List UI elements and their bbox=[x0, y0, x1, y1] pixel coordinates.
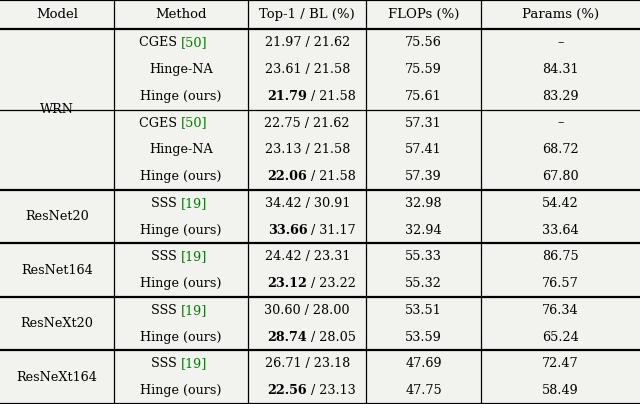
Text: 76.57: 76.57 bbox=[542, 277, 579, 290]
Text: Hinge (ours): Hinge (ours) bbox=[140, 224, 222, 237]
Text: / 23.22: / 23.22 bbox=[307, 277, 356, 290]
Text: 22.06: 22.06 bbox=[268, 170, 307, 183]
Text: –: – bbox=[557, 117, 564, 130]
Text: ResNet164: ResNet164 bbox=[21, 264, 93, 277]
Text: 65.24: 65.24 bbox=[542, 330, 579, 344]
Text: [19]: [19] bbox=[181, 250, 207, 263]
Text: Method: Method bbox=[156, 8, 207, 21]
Text: 26.71 / 23.18: 26.71 / 23.18 bbox=[264, 358, 350, 370]
Text: [19]: [19] bbox=[181, 304, 207, 317]
Text: 22.56: 22.56 bbox=[268, 384, 307, 397]
Text: [50]: [50] bbox=[181, 36, 208, 49]
Text: 30.60 / 28.00: 30.60 / 28.00 bbox=[264, 304, 350, 317]
Text: 75.56: 75.56 bbox=[405, 36, 442, 49]
Text: 57.31: 57.31 bbox=[405, 117, 442, 130]
Text: SSS: SSS bbox=[152, 250, 181, 263]
Text: Model: Model bbox=[36, 8, 78, 21]
Text: SSS: SSS bbox=[152, 358, 181, 370]
Text: 47.69: 47.69 bbox=[405, 358, 442, 370]
Text: SSS: SSS bbox=[152, 304, 181, 317]
Text: 54.42: 54.42 bbox=[542, 197, 579, 210]
Text: ResNeXt20: ResNeXt20 bbox=[20, 317, 93, 330]
Text: 84.31: 84.31 bbox=[542, 63, 579, 76]
Text: CGES: CGES bbox=[139, 117, 181, 130]
Text: / 23.13: / 23.13 bbox=[307, 384, 356, 397]
Text: Hinge (ours): Hinge (ours) bbox=[140, 330, 222, 344]
Text: SSS: SSS bbox=[152, 197, 181, 210]
Text: 58.49: 58.49 bbox=[542, 384, 579, 397]
Text: / 21.58: / 21.58 bbox=[307, 90, 356, 103]
Text: 34.42 / 30.91: 34.42 / 30.91 bbox=[264, 197, 350, 210]
Text: 86.75: 86.75 bbox=[542, 250, 579, 263]
Text: / 28.05: / 28.05 bbox=[307, 330, 356, 344]
Text: 83.29: 83.29 bbox=[542, 90, 579, 103]
Text: 24.42 / 23.31: 24.42 / 23.31 bbox=[264, 250, 350, 263]
Text: 57.39: 57.39 bbox=[405, 170, 442, 183]
Text: Hinge-NA: Hinge-NA bbox=[149, 143, 213, 156]
Text: 33.64: 33.64 bbox=[542, 224, 579, 237]
Text: 55.32: 55.32 bbox=[405, 277, 442, 290]
Text: 68.72: 68.72 bbox=[542, 143, 579, 156]
Text: Hinge-NA: Hinge-NA bbox=[149, 63, 213, 76]
Text: / 21.58: / 21.58 bbox=[307, 170, 356, 183]
Text: Hinge (ours): Hinge (ours) bbox=[140, 384, 222, 397]
Text: Top-1 / BL (%): Top-1 / BL (%) bbox=[259, 8, 355, 21]
Text: [19]: [19] bbox=[181, 358, 207, 370]
Text: 32.94: 32.94 bbox=[405, 224, 442, 237]
Text: 23.12: 23.12 bbox=[268, 277, 307, 290]
Text: FLOPs (%): FLOPs (%) bbox=[388, 8, 460, 21]
Text: [50]: [50] bbox=[181, 117, 208, 130]
Text: 21.79: 21.79 bbox=[268, 90, 307, 103]
Text: 76.34: 76.34 bbox=[542, 304, 579, 317]
Text: 23.13 / 21.58: 23.13 / 21.58 bbox=[264, 143, 350, 156]
Text: / 31.17: / 31.17 bbox=[307, 224, 356, 237]
Text: 23.61 / 21.58: 23.61 / 21.58 bbox=[264, 63, 350, 76]
Text: Hinge (ours): Hinge (ours) bbox=[140, 277, 222, 290]
Text: 53.59: 53.59 bbox=[405, 330, 442, 344]
Text: 57.41: 57.41 bbox=[405, 143, 442, 156]
Text: Hinge (ours): Hinge (ours) bbox=[140, 90, 222, 103]
Text: 53.51: 53.51 bbox=[405, 304, 442, 317]
Text: CGES: CGES bbox=[139, 36, 181, 49]
Text: 21.97 / 21.62: 21.97 / 21.62 bbox=[264, 36, 350, 49]
Text: ResNeXt164: ResNeXt164 bbox=[17, 371, 97, 384]
Text: 75.59: 75.59 bbox=[405, 63, 442, 76]
Text: [19]: [19] bbox=[181, 197, 207, 210]
Text: 55.33: 55.33 bbox=[405, 250, 442, 263]
Text: –: – bbox=[557, 36, 564, 49]
Text: 22.75 / 21.62: 22.75 / 21.62 bbox=[264, 117, 350, 130]
Text: 67.80: 67.80 bbox=[542, 170, 579, 183]
Text: 32.98: 32.98 bbox=[405, 197, 442, 210]
Text: ResNet20: ResNet20 bbox=[25, 210, 89, 223]
Text: 47.75: 47.75 bbox=[405, 384, 442, 397]
Text: Hinge (ours): Hinge (ours) bbox=[140, 170, 222, 183]
Text: 75.61: 75.61 bbox=[405, 90, 442, 103]
Text: 72.47: 72.47 bbox=[542, 358, 579, 370]
Text: 33.66: 33.66 bbox=[268, 224, 307, 237]
Text: Params (%): Params (%) bbox=[522, 8, 599, 21]
Text: WRN: WRN bbox=[40, 103, 74, 116]
Text: 28.74: 28.74 bbox=[268, 330, 307, 344]
